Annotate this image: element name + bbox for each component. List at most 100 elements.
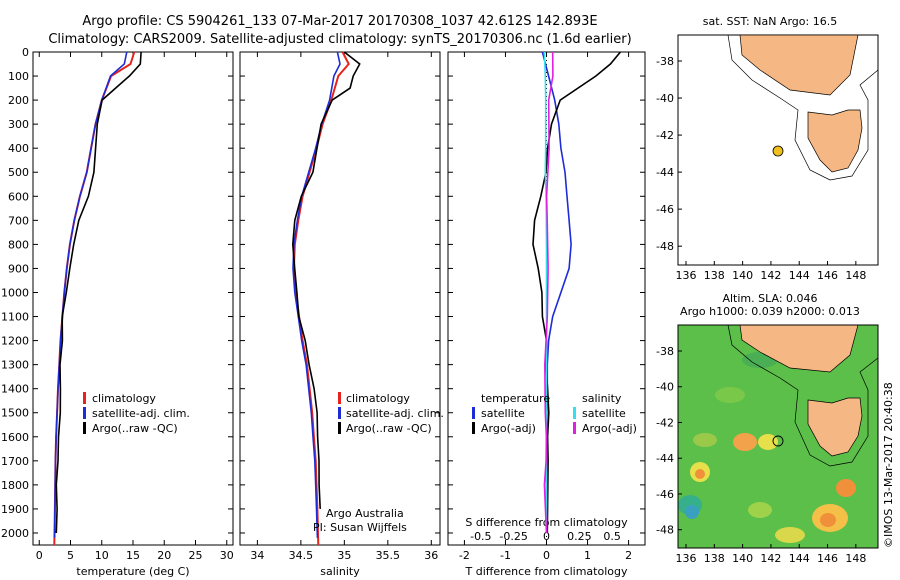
series-line-2 (292, 51, 341, 538)
series-line-4 (543, 51, 554, 534)
header-line1: Argo profile: CS 5904261_133 07-Mar-2017… (82, 14, 597, 29)
sla-map-frame (677, 324, 879, 549)
y-tick-label: 700 (8, 214, 29, 227)
legend3-sal-argo-swatch (573, 422, 576, 434)
sst-map-ticks: 136 138 140 142 144 146 148 -38 -40 -42 -44 -46 -48 (656, 55, 866, 282)
map-y-tick-label: -44 (656, 452, 674, 465)
sla-map: Altim. SLA: 0.046 Argo h1000: 0.039 h200… (656, 292, 879, 565)
series-line-2 (532, 51, 622, 534)
s-tick-label: -0.5 (470, 530, 491, 543)
legend3-temp-title: temperature (481, 392, 550, 405)
y-tick-label: 400 (8, 142, 29, 155)
series-line-2 (53, 51, 128, 538)
y-tick-label: 500 (8, 166, 29, 179)
legend-argo-label: Argo(..raw -QC) (92, 422, 178, 435)
map-x-tick-label: 144 (789, 552, 810, 565)
x-tick-label: 25 (189, 549, 203, 562)
legend3-sal-satellite-label: satellite (582, 407, 626, 420)
s-tick-label: -0.25 (499, 530, 527, 543)
x-tick-label: -2 (459, 549, 470, 562)
map-x-tick-label: 142 (760, 552, 781, 565)
y-tick-label: 1100 (1, 311, 29, 324)
salinity-legend: climatology satellite-adj. clim. Argo(..… (338, 392, 444, 435)
legend2-climatology-label: climatology (346, 392, 410, 405)
map-y-tick-label: -38 (656, 55, 674, 68)
legend-climatology-swatch (83, 392, 86, 404)
y-tick-label: 100 (8, 70, 29, 83)
sst-map-title: sat. SST: NaN Argo: 16.5 (703, 15, 837, 28)
map-x-tick-label: 148 (845, 269, 866, 282)
temperature-legend: climatology satellite-adj. clim. Argo(..… (83, 392, 190, 435)
salinity-panel: 34 34.5 35 35.5 36 salinity (239, 51, 441, 578)
series-line-1 (53, 51, 136, 546)
map-x-tick-label: 136 (676, 269, 697, 282)
sla-map-argo-marker (772, 435, 784, 447)
header-line2: Climatology: CARS2009. Satellite-adjuste… (48, 32, 631, 47)
plot-frame (239, 51, 441, 546)
map-x-tick-label: 142 (760, 269, 781, 282)
x-tick-label: 35 (337, 549, 351, 562)
x-tick-label: 0 (543, 549, 550, 562)
map-y-tick-label: -44 (656, 166, 674, 179)
map-y-tick-label: -42 (656, 129, 674, 142)
map-x-tick-label: 146 (817, 269, 838, 282)
map-y-tick-label: -40 (656, 381, 674, 394)
y-tick-label: 1300 (1, 359, 29, 372)
sst-map-contour (727, 34, 879, 181)
legend2-argo-swatch (338, 422, 341, 434)
sla-map-title2: Argo h1000: 0.039 h2000: 0.013 (680, 305, 860, 318)
credit-org: Argo Australia (326, 507, 404, 520)
sla-map-mainland (739, 324, 859, 373)
sla-map-title1: Altim. SLA: 0.046 (722, 292, 817, 305)
map-y-tick-label: -48 (656, 524, 674, 537)
y-tick-label: 2000 (1, 527, 29, 540)
map-x-tick-label: 148 (845, 552, 866, 565)
x-tick-label: 1 (584, 549, 591, 562)
sst-map-mainland (739, 34, 859, 96)
s-tick-label: 0.25 (567, 530, 592, 543)
y-tick-label: 1600 (1, 431, 29, 444)
y-tick-label: 1200 (1, 335, 29, 348)
sst-map-argo-marker (772, 145, 784, 157)
credit-pi: PI: Susan Wijffels (313, 521, 407, 534)
sla-map-anomalies (678, 352, 856, 543)
x-axis-label: T difference from climatology (465, 565, 628, 578)
map-x-tick-label: 138 (704, 269, 725, 282)
series-line-3 (543, 51, 548, 533)
legend3-sal-argo-label: Argo(-adj) (582, 422, 637, 435)
y-tick-label: 900 (8, 262, 29, 275)
legend-climatology-label: climatology (92, 392, 156, 405)
x-tick-label: 20 (157, 549, 171, 562)
x-tick-label: -1 (500, 549, 511, 562)
y-tick-label: 1400 (1, 383, 29, 396)
x-tick-label: 36 (424, 549, 438, 562)
y-tick-label: 1000 (1, 286, 29, 299)
map-x-tick-label: 136 (676, 552, 697, 565)
y-tick-label: 1700 (1, 455, 29, 468)
sla-map-tasmania (807, 397, 863, 457)
x-tick-label: 15 (126, 549, 140, 562)
legend-satellite-label: satellite-adj. clim. (92, 407, 190, 420)
map-x-tick-label: 140 (732, 269, 753, 282)
temperature-panel: 0 5 10 15 20 25 30 temperature (deg C) 0 100 200 30… (1, 46, 234, 578)
legend2-argo-label: Argo(..raw -QC) (346, 422, 432, 435)
x-tick-label: 34.5 (289, 549, 314, 562)
map-x-tick-label: 138 (704, 552, 725, 565)
sst-map: sat. SST: NaN Argo: 16.5 136 138 140 142 144… (656, 15, 879, 282)
legend3-temp-satellite-label: satellite (481, 407, 525, 420)
sla-map-contour (727, 324, 879, 467)
map-y-tick-label: -48 (656, 240, 674, 253)
map-y-tick-label: -40 (656, 92, 674, 105)
legend3-temp-argo-label: Argo(-adj) (481, 422, 536, 435)
s-tick-label: 0.5 (603, 530, 621, 543)
sst-map-tasmania (807, 109, 863, 173)
y-tick-label: 600 (8, 190, 29, 203)
legend-argo-swatch (83, 422, 86, 434)
series-line-3 (55, 51, 142, 534)
x-tick-label: 35.5 (376, 549, 401, 562)
x-tick-label: 0 (36, 549, 43, 562)
legend2-satellite-swatch (338, 407, 341, 419)
x-tick-label: 2 (625, 549, 632, 562)
